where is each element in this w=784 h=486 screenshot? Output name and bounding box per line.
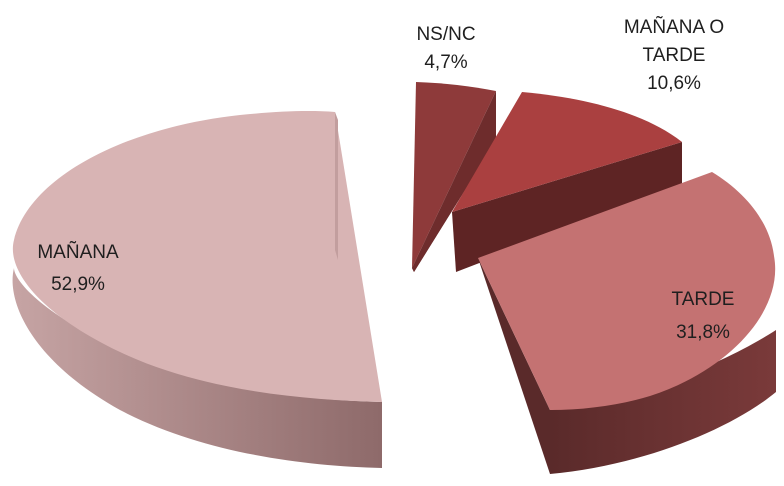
label-tarde: TARDE [672,289,735,310]
value-tarde: 31,8% [676,322,730,343]
pie-slice-tarde [478,172,776,474]
pie-slice-manana-o-tarde-top [452,92,682,212]
label-manana-o-tarde-line1: MAÑANA O [624,16,724,38]
pie-slice-manana-side [12,268,383,468]
value-manana: 52,9% [51,274,105,295]
label-manana-o-tarde-line2: TARDE [643,45,706,66]
pie-slice-manana [12,111,383,468]
pie-slice-nsnc-top [412,82,496,268]
pie-slice-nsnc [412,82,496,272]
label-manana: MAÑANA [37,241,119,263]
value-nsnc: 4,7% [424,52,467,73]
pie-slice-tarde-top [478,172,776,410]
pie-slice-manana-top [12,111,382,402]
pie-slice-tarde-side [478,258,550,474]
pie-slice-manana-o-tarde-side [452,142,682,272]
label-nsnc: NS/NC [416,24,475,45]
pie-slice-manana-o-tarde [452,92,682,272]
value-manana-o-tarde: 10,6% [647,73,701,94]
